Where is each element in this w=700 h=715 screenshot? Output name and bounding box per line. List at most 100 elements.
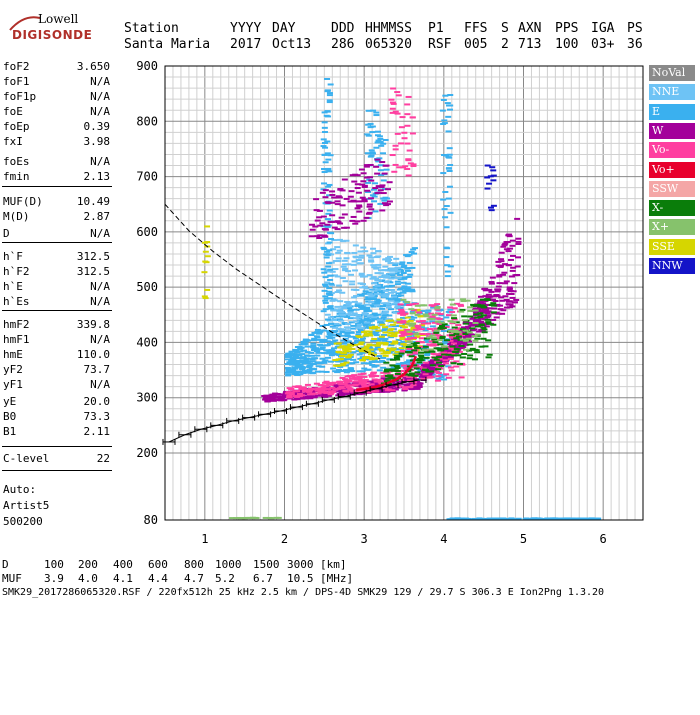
echo-sse [342,348,349,351]
echo-x-minus [385,377,392,380]
echo-e [360,319,367,322]
echo-vo-minus [411,336,418,339]
echo-sse [363,347,370,350]
echo-nne [338,319,345,322]
echo-e [369,151,376,154]
param-separator [2,310,112,311]
echo-vo-minus [343,381,350,384]
echo-w [368,208,375,211]
echo-e [395,339,402,342]
echo-x-minus [480,337,487,340]
echo-x-minus [428,350,435,353]
echo-e [365,181,372,184]
echo-e [370,315,377,318]
echo-nne [351,260,358,263]
param-separator [2,470,112,471]
echo-e [443,205,450,208]
echo-w [428,361,435,364]
echo-w [486,289,493,292]
echo-nne [352,244,359,247]
echo-vo-minus [338,385,345,388]
echo-sse [391,334,398,337]
echo-vo-minus [302,389,309,392]
echo-vo-minus [373,380,380,383]
echo-w [479,307,486,310]
echo-x-minus [431,338,438,341]
echo-e [365,134,372,137]
echo-vo-minus [320,386,327,389]
echo-vo-minus [410,165,417,168]
echo-w [465,325,472,328]
echo-x-plus [466,306,473,309]
echo-e [303,358,310,361]
footer-d-value: 3000 [287,558,314,571]
echo-nne [346,305,353,308]
echo-vo-minus [307,393,314,396]
echo-nne [331,319,338,322]
echo-vo-minus [451,318,458,321]
echo-e [377,164,384,167]
echo-w [348,190,355,193]
param-name: fxI [3,135,23,148]
echo-vo-minus [351,374,358,377]
echo-sse [347,353,354,356]
echo-nnw [486,182,493,185]
echo-x-minus [456,363,463,366]
echo-x-minus [405,345,412,348]
echo-e [326,101,333,104]
echo-w [329,193,336,196]
echo-x-plus [275,516,282,519]
echo-x-plus [462,339,469,342]
echo-vo-minus [286,394,293,397]
echo-x-minus [394,358,401,361]
echo-vo-minus [404,124,411,127]
echo-e [398,263,405,266]
echo-w [334,228,341,231]
echo-nnw [490,179,497,182]
footer-d-unit: [km] [320,558,347,571]
echo-x-plus [458,310,465,313]
echo-nne [350,288,357,291]
echo-e [326,350,333,353]
param-row: foF2 3.650 [2,60,110,75]
echo-nne [390,269,397,272]
echo-x-plus [471,335,478,338]
echo-x-minus [481,328,488,331]
echo-vo-minus [426,328,433,331]
echo-e [446,153,453,156]
echo-vo-minus [401,386,408,389]
echo-e [445,167,452,170]
echo-w [472,311,479,314]
echo-w [497,308,504,311]
echo-e [389,273,396,276]
echo-e [329,342,336,345]
echo-e [297,373,304,376]
echo-sse [363,330,370,333]
echo-x-minus [490,311,497,314]
echo-w [507,247,514,250]
echo-nne [339,314,346,317]
echo-e [304,354,311,357]
echo-e [314,350,321,353]
echo-w [366,203,373,206]
echo-w [316,209,323,212]
echo-vo-minus [426,376,433,379]
param-value: 0.39 [83,120,111,133]
echo-e [365,291,372,294]
echo-e [358,330,365,333]
echo-e [344,315,351,318]
echo-e [369,194,376,197]
echo-e [442,216,449,219]
echo-sse [394,350,401,353]
echo-w [354,183,361,186]
echo-w [403,377,410,380]
legend-item: Vo- [649,142,695,159]
echo-vo-minus [443,373,450,376]
echo-e [380,366,387,369]
echo-w [372,187,379,190]
echo-e [356,331,363,334]
echo-e [376,355,383,358]
echo-e [322,299,329,302]
echo-e [429,320,436,323]
echo-w [494,288,501,291]
